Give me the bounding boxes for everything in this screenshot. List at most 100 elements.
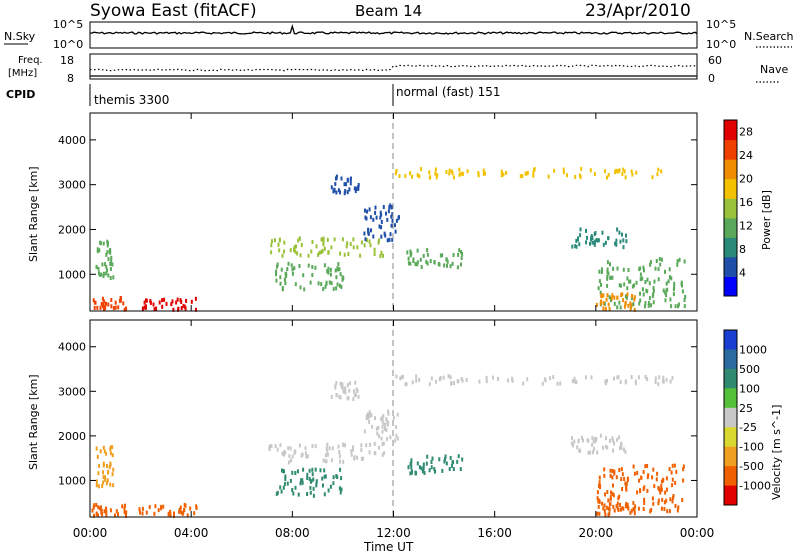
power-cell bbox=[389, 232, 392, 237]
power-cell bbox=[325, 281, 328, 286]
velocity-cell bbox=[326, 442, 329, 447]
power-cell bbox=[338, 283, 341, 288]
velocity-cell bbox=[385, 428, 388, 432]
velocity-cell bbox=[283, 450, 286, 455]
power-cell bbox=[357, 183, 360, 187]
velocity-cell bbox=[636, 490, 639, 495]
velocity-cell bbox=[541, 381, 544, 386]
velocity-colorbar-tick: 1000 bbox=[739, 343, 767, 356]
power-cell bbox=[278, 248, 281, 253]
power-cell bbox=[575, 244, 578, 249]
power-cell bbox=[482, 171, 485, 176]
velocity-cell bbox=[430, 460, 433, 464]
power-cell bbox=[684, 294, 687, 299]
power-cell bbox=[280, 267, 283, 272]
velocity-cell bbox=[383, 426, 386, 431]
velocity-cell bbox=[386, 419, 389, 424]
power-cell bbox=[616, 227, 619, 232]
velocity-cell bbox=[93, 513, 95, 518]
velocity-cell bbox=[305, 454, 308, 459]
power-cell bbox=[604, 240, 607, 245]
velocity-cell bbox=[381, 452, 384, 457]
velocity-cell bbox=[387, 422, 389, 427]
velocity-cell bbox=[415, 374, 418, 379]
velocity-cell bbox=[95, 446, 98, 451]
power-cell bbox=[484, 171, 486, 176]
velocity-colorbar-tick: 25 bbox=[739, 402, 753, 415]
power-cell bbox=[639, 291, 641, 296]
velocity-cell bbox=[339, 395, 342, 400]
power-cell bbox=[165, 301, 168, 306]
velocity-cell bbox=[286, 481, 289, 486]
power-cell bbox=[618, 283, 621, 288]
velocity-cell bbox=[674, 480, 677, 485]
velocity-cell bbox=[270, 444, 273, 449]
velocity-cell bbox=[671, 477, 674, 482]
velocity-cell bbox=[107, 469, 110, 474]
power-cell bbox=[345, 182, 347, 187]
power-cell bbox=[666, 287, 669, 292]
power-cell bbox=[394, 229, 397, 234]
velocity-cell bbox=[605, 436, 607, 441]
velocity-cell bbox=[280, 489, 283, 494]
power-cell bbox=[598, 269, 601, 274]
freq-label-1: Freq. bbox=[18, 55, 43, 66]
velocity-cell bbox=[426, 454, 429, 459]
xaxis-tick-label: 00:00 bbox=[680, 526, 715, 540]
power-cell bbox=[648, 281, 651, 286]
power-cell bbox=[648, 296, 651, 301]
velocity-cell bbox=[341, 382, 344, 387]
power-cell bbox=[414, 262, 417, 267]
power-yaxis: 1000 2000 3000 4000 bbox=[58, 134, 697, 281]
velocity-cell bbox=[291, 470, 294, 475]
velocity-cell bbox=[613, 441, 615, 446]
velocity-cell bbox=[195, 504, 198, 509]
power-cell bbox=[579, 233, 582, 238]
power-cell bbox=[356, 245, 359, 250]
velocity-cell bbox=[418, 378, 421, 382]
velocity-cell bbox=[346, 396, 349, 401]
power-cell bbox=[390, 214, 393, 219]
velocity-cell bbox=[668, 509, 671, 514]
velocity-cell bbox=[638, 478, 641, 483]
velocity-cell bbox=[507, 378, 510, 383]
power-cell bbox=[638, 267, 641, 272]
velocity-cell bbox=[326, 452, 329, 457]
velocity-cell bbox=[633, 511, 636, 516]
power-cell bbox=[190, 299, 193, 304]
velocity-cell bbox=[97, 513, 99, 518]
power-cell bbox=[631, 294, 633, 298]
power-cell bbox=[103, 299, 106, 304]
power-cell bbox=[461, 171, 464, 176]
power-cell bbox=[606, 267, 609, 272]
power-cell bbox=[598, 279, 601, 284]
velocity-cell bbox=[193, 511, 196, 516]
power-cell bbox=[328, 280, 331, 285]
power-cell bbox=[575, 238, 578, 243]
power-cell bbox=[670, 304, 673, 309]
velocity-cell bbox=[378, 445, 381, 450]
power-cell bbox=[607, 236, 610, 241]
nsky-tick-bottom: 10^0 bbox=[53, 38, 83, 51]
power-cell bbox=[585, 228, 587, 233]
power-cell bbox=[310, 249, 313, 254]
power-cell bbox=[340, 284, 343, 289]
power-cell bbox=[416, 248, 419, 253]
power-cell bbox=[477, 171, 480, 176]
cpid-segment-1: themis 3300 bbox=[94, 93, 169, 107]
power-cell bbox=[660, 257, 663, 262]
velocity-cell bbox=[485, 379, 488, 384]
velocity-cell bbox=[651, 475, 654, 480]
velocity-cell bbox=[327, 488, 330, 493]
velocity-cell bbox=[621, 506, 624, 511]
velocity-cell bbox=[581, 435, 583, 440]
velocity-cell bbox=[665, 498, 668, 503]
power-cell bbox=[639, 272, 642, 277]
velocity-cell bbox=[100, 505, 102, 510]
power-colorbar-swatch bbox=[724, 178, 737, 199]
power-cell bbox=[333, 187, 336, 192]
xaxis-tick-label: 16:00 bbox=[477, 526, 512, 540]
velocity-cell bbox=[268, 447, 271, 452]
power-cell bbox=[618, 168, 621, 173]
power-cell bbox=[433, 260, 436, 264]
